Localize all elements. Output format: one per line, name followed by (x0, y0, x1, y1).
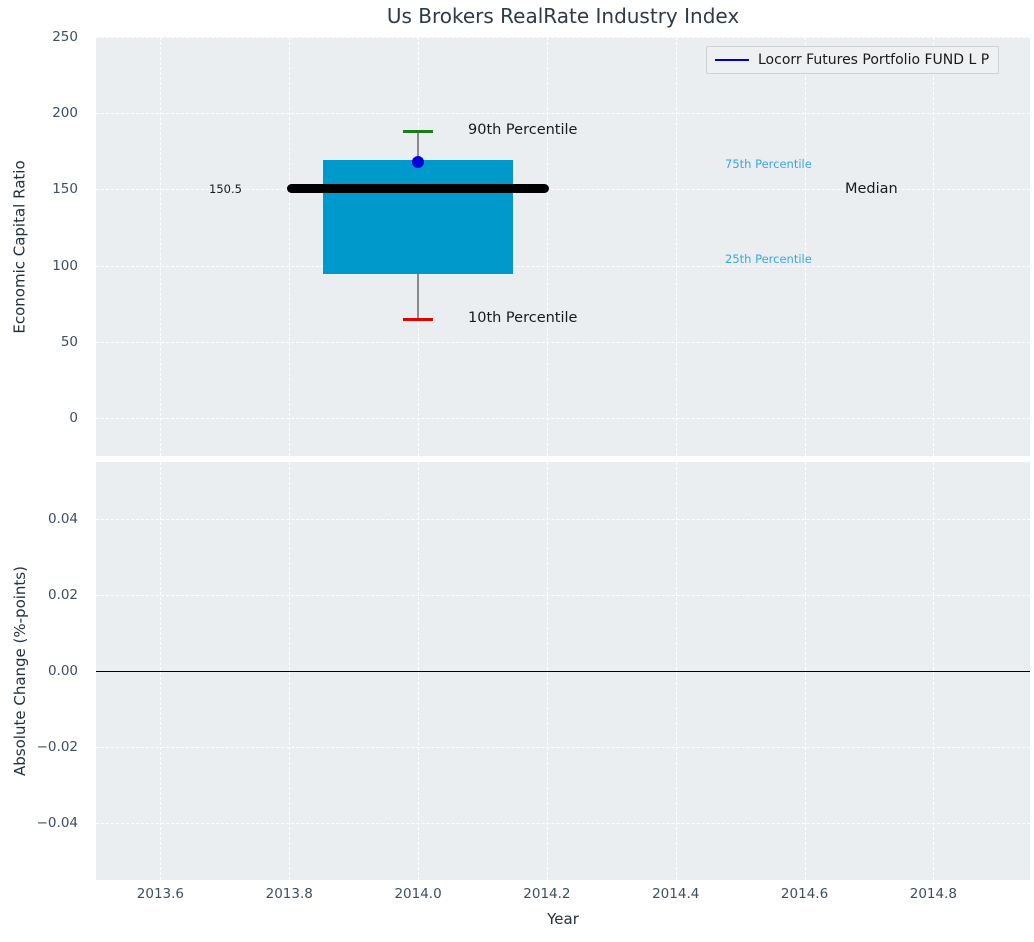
p10-cap (403, 318, 434, 322)
xtick-2: 2014.0 (394, 886, 442, 902)
annotation-150-5: 150.5 (209, 181, 242, 196)
top-ytick-4: 200 (52, 105, 78, 122)
top-vgrid-3 (546, 37, 548, 456)
top-vgrid-4 (675, 37, 677, 456)
bottom-ytick-0: −0.04 (36, 815, 78, 831)
top-ytick-5: 250 (52, 29, 78, 45)
top-hgrid-3 (96, 189, 1030, 191)
top-ytick-0: 0 (69, 409, 78, 426)
top-vgrid-1 (289, 37, 291, 456)
top-hgrid-5 (96, 37, 1030, 38)
x-axis-title: Year (547, 910, 579, 928)
bottom-ytick-2: 0.00 (47, 663, 78, 679)
chart-title: Us Brokers RealRate Industry Index (386, 4, 740, 28)
top-vgrid-5 (804, 37, 806, 456)
legend-entry-label: Locorr Futures Portfolio FUND L P (758, 52, 990, 68)
p90-cap (403, 129, 434, 134)
top-vgrid-6 (933, 37, 935, 456)
top-vgrid-0 (160, 37, 162, 456)
top-panel-axis-title-text: Economic Capital Ratio (11, 159, 30, 334)
legend-line-icon (715, 59, 749, 61)
top-hgrid-2 (96, 265, 1030, 267)
annotation-10th-percentile: 10th Percentile (468, 310, 578, 327)
bottom-panel-plot-area (96, 462, 1030, 880)
top-hgrid-4 (96, 113, 1030, 115)
top-panel-ytick-labels: 0 50 100 150 200 250 (0, 29, 86, 456)
xtick-6: 2014.8 (909, 886, 957, 902)
bottom-ytick-4: 0.04 (47, 511, 78, 527)
chart-legend[interactable]: Locorr Futures Portfolio FUND L P (706, 46, 1000, 74)
xtick-4: 2014.4 (652, 886, 700, 902)
top-ytick-2: 100 (52, 257, 78, 274)
bottom-ytick-1: −0.02 (36, 739, 78, 755)
top-panel-axis-title: Economic Capital Ratio (0, 37, 40, 456)
annotation-75th-percentile: 75th Percentile (725, 157, 812, 172)
bottom-panel-ytick-labels: −0.04 −0.02 0.00 0.02 0.04 (0, 462, 86, 880)
xtick-3: 2014.2 (523, 886, 571, 902)
top-hgrid-0 (96, 417, 1030, 419)
median-bar (287, 183, 550, 194)
bottom-hgrid-0 (96, 823, 1030, 824)
bottom-ytick-3: 0.02 (47, 587, 78, 603)
bottom-panel-axis-title: Absolute Change (%-points) (0, 462, 40, 880)
bottom-hgrid-3 (96, 595, 1030, 596)
fund-data-point (412, 155, 425, 168)
annotation-25th-percentile: 25th Percentile (725, 252, 812, 267)
xtick-1: 2013.8 (265, 886, 313, 902)
interquartile-box (323, 159, 514, 274)
bottom-panel-absolute-change (96, 462, 1030, 880)
top-hgrid-1 (96, 341, 1030, 343)
top-ytick-3: 150 (52, 181, 78, 198)
xtick-0: 2013.6 (136, 886, 185, 902)
xtick-5: 2014.6 (780, 886, 829, 902)
bottom-hgrid-1 (96, 747, 1030, 748)
bottom-hgrid-4 (96, 519, 1030, 520)
bottom-panel-axis-title-text: Absolute Change (%-points) (11, 566, 29, 776)
annotation-90th-percentile: 90th Percentile (468, 121, 578, 138)
top-panel-plot-area: 90th Percentile 75th Percentile Median 25th… (96, 37, 1030, 456)
bottom-panel-zero-line (96, 671, 1030, 672)
annotation-median: Median (845, 180, 898, 197)
top-ytick-1: 50 (60, 333, 78, 350)
top-panel-economic-capital-ratio: 90th Percentile 75th Percentile Median 25th… (96, 37, 1030, 456)
